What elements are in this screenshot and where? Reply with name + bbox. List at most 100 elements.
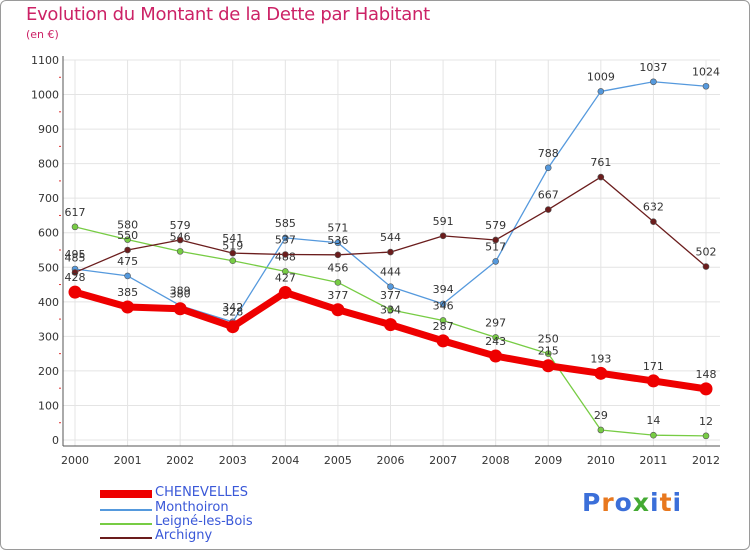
chart-title: Evolution du Montant de la Dette par Hab… — [26, 4, 430, 25]
data-point-leign-les-bois — [282, 268, 289, 275]
logo-letter: i — [650, 488, 660, 517]
x-tick-label: 2005 — [324, 454, 352, 467]
data-point-archigny — [597, 173, 605, 181]
chart-subtitle: (en €) — [26, 28, 59, 41]
y-tick-label: 0 — [52, 434, 59, 447]
data-label-leign-les-bois: 297 — [485, 316, 506, 329]
x-tick-label: 2011 — [639, 454, 667, 467]
data-point-chenevelles — [489, 349, 503, 363]
legend-swatch — [100, 490, 152, 498]
data-label-monthoiron: 1009 — [587, 70, 615, 83]
data-label-chenevelles: 148 — [696, 368, 717, 381]
data-label-archigny: 541 — [222, 232, 243, 245]
x-tick-label: 2002 — [166, 454, 194, 467]
data-label-leign-les-bois: 456 — [327, 261, 348, 274]
data-label-monthoiron: 571 — [327, 222, 348, 235]
data-label-chenevelles: 328 — [222, 306, 243, 319]
data-point-archigny — [334, 251, 342, 259]
legend-label: CHENEVELLES — [155, 485, 249, 500]
data-point-archigny — [439, 232, 447, 240]
data-label-monthoiron: 1024 — [692, 65, 720, 78]
data-label-archigny: 591 — [433, 215, 454, 228]
data-label-monthoiron: 788 — [538, 147, 559, 160]
data-label-monthoiron: 475 — [117, 255, 138, 268]
data-point-leign-les-bois — [71, 223, 79, 231]
data-label-leign-les-bois: 346 — [433, 299, 454, 312]
x-tick-label: 2004 — [271, 454, 299, 467]
data-label-archigny: 485 — [65, 251, 86, 264]
data-label-monthoiron: 1037 — [639, 61, 667, 74]
data-point-archigny — [176, 236, 184, 244]
x-tick-label: 2009 — [534, 454, 562, 467]
x-tick-label: 2006 — [377, 454, 405, 467]
data-point-chenevelles — [541, 359, 555, 373]
logo-letter: P — [582, 488, 602, 517]
data-label-archigny: 579 — [485, 219, 506, 232]
data-point-monthoiron — [597, 88, 605, 95]
y-tick-label: 1100 — [31, 54, 59, 67]
proxiti-logo: Proxiti — [582, 488, 682, 517]
y-tick-label: 700 — [38, 192, 59, 205]
legend-label: Monthoiron — [155, 500, 229, 515]
data-label-leign-les-bois: 519 — [222, 240, 243, 253]
data-label-leign-les-bois: 14 — [646, 414, 660, 427]
data-label-archigny: 502 — [696, 246, 717, 259]
data-point-leign-les-bois — [702, 432, 710, 440]
data-label-leign-les-bois: 12 — [699, 415, 713, 428]
data-label-archigny: 579 — [170, 219, 191, 232]
legend-swatch — [100, 537, 152, 539]
data-label-monthoiron: 495 — [65, 248, 86, 261]
y-tick-label: 300 — [38, 330, 59, 343]
data-point-chenevelles — [646, 374, 660, 388]
data-point-leign-les-bois — [334, 279, 342, 286]
x-tick-label: 2001 — [114, 454, 142, 467]
data-point-archigny — [124, 246, 131, 254]
data-label-chenevelles: 193 — [590, 352, 611, 365]
y-tick-label: 600 — [38, 227, 59, 240]
logo-letter: i — [672, 488, 683, 517]
x-tick-label: 2012 — [692, 454, 720, 467]
legend-swatch — [100, 509, 152, 511]
data-label-archigny: 537 — [275, 233, 296, 246]
data-label-chenevelles: 243 — [485, 335, 506, 348]
data-point-chenevelles — [226, 320, 240, 334]
data-label-chenevelles: 171 — [643, 360, 664, 373]
data-label-archigny: 544 — [380, 231, 401, 244]
data-point-chenevelles — [436, 334, 450, 348]
data-point-chenevelles — [699, 382, 713, 396]
data-label-chenevelles: 427 — [275, 271, 296, 284]
data-point-leign-les-bois — [124, 236, 131, 243]
data-point-leign-les-bois — [597, 426, 605, 434]
data-label-monthoiron: 444 — [380, 266, 401, 279]
y-tick-label: 200 — [38, 365, 59, 378]
x-tick-label: 2008 — [482, 454, 510, 467]
x-tick-label: 2010 — [587, 454, 615, 467]
data-point-chenevelles — [384, 318, 397, 332]
data-point-archigny — [71, 269, 79, 276]
data-label-leign-les-bois: 617 — [65, 206, 86, 219]
data-point-archigny — [702, 263, 710, 270]
data-point-archigny — [492, 236, 499, 244]
legend-label: Archigny — [155, 528, 213, 543]
data-point-archigny — [387, 248, 394, 256]
x-tick-label: 2003 — [219, 454, 247, 467]
data-point-leign-les-bois — [492, 334, 499, 341]
data-point-monthoiron — [387, 283, 394, 290]
data-label-chenevelles: 287 — [433, 320, 454, 333]
data-label-archigny: 761 — [590, 156, 611, 169]
data-point-leign-les-bois — [650, 431, 657, 439]
legend-label: Leigné-les-Bois — [155, 514, 253, 529]
y-tick-label: 400 — [38, 296, 59, 309]
legend-swatch — [100, 523, 152, 525]
data-point-monthoiron — [544, 164, 552, 172]
data-label-leign-les-bois: 250 — [538, 333, 559, 346]
data-point-archigny — [650, 218, 657, 225]
data-label-archigny: 550 — [117, 229, 138, 242]
data-point-archigny — [544, 206, 552, 213]
data-label-chenevelles: 385 — [117, 286, 138, 299]
data-label-archigny: 667 — [538, 189, 559, 202]
y-tick-label: 1000 — [31, 89, 59, 102]
y-tick-label: 900 — [38, 123, 59, 136]
data-point-monthoiron — [334, 239, 342, 247]
x-tick-label: 2000 — [61, 454, 89, 467]
